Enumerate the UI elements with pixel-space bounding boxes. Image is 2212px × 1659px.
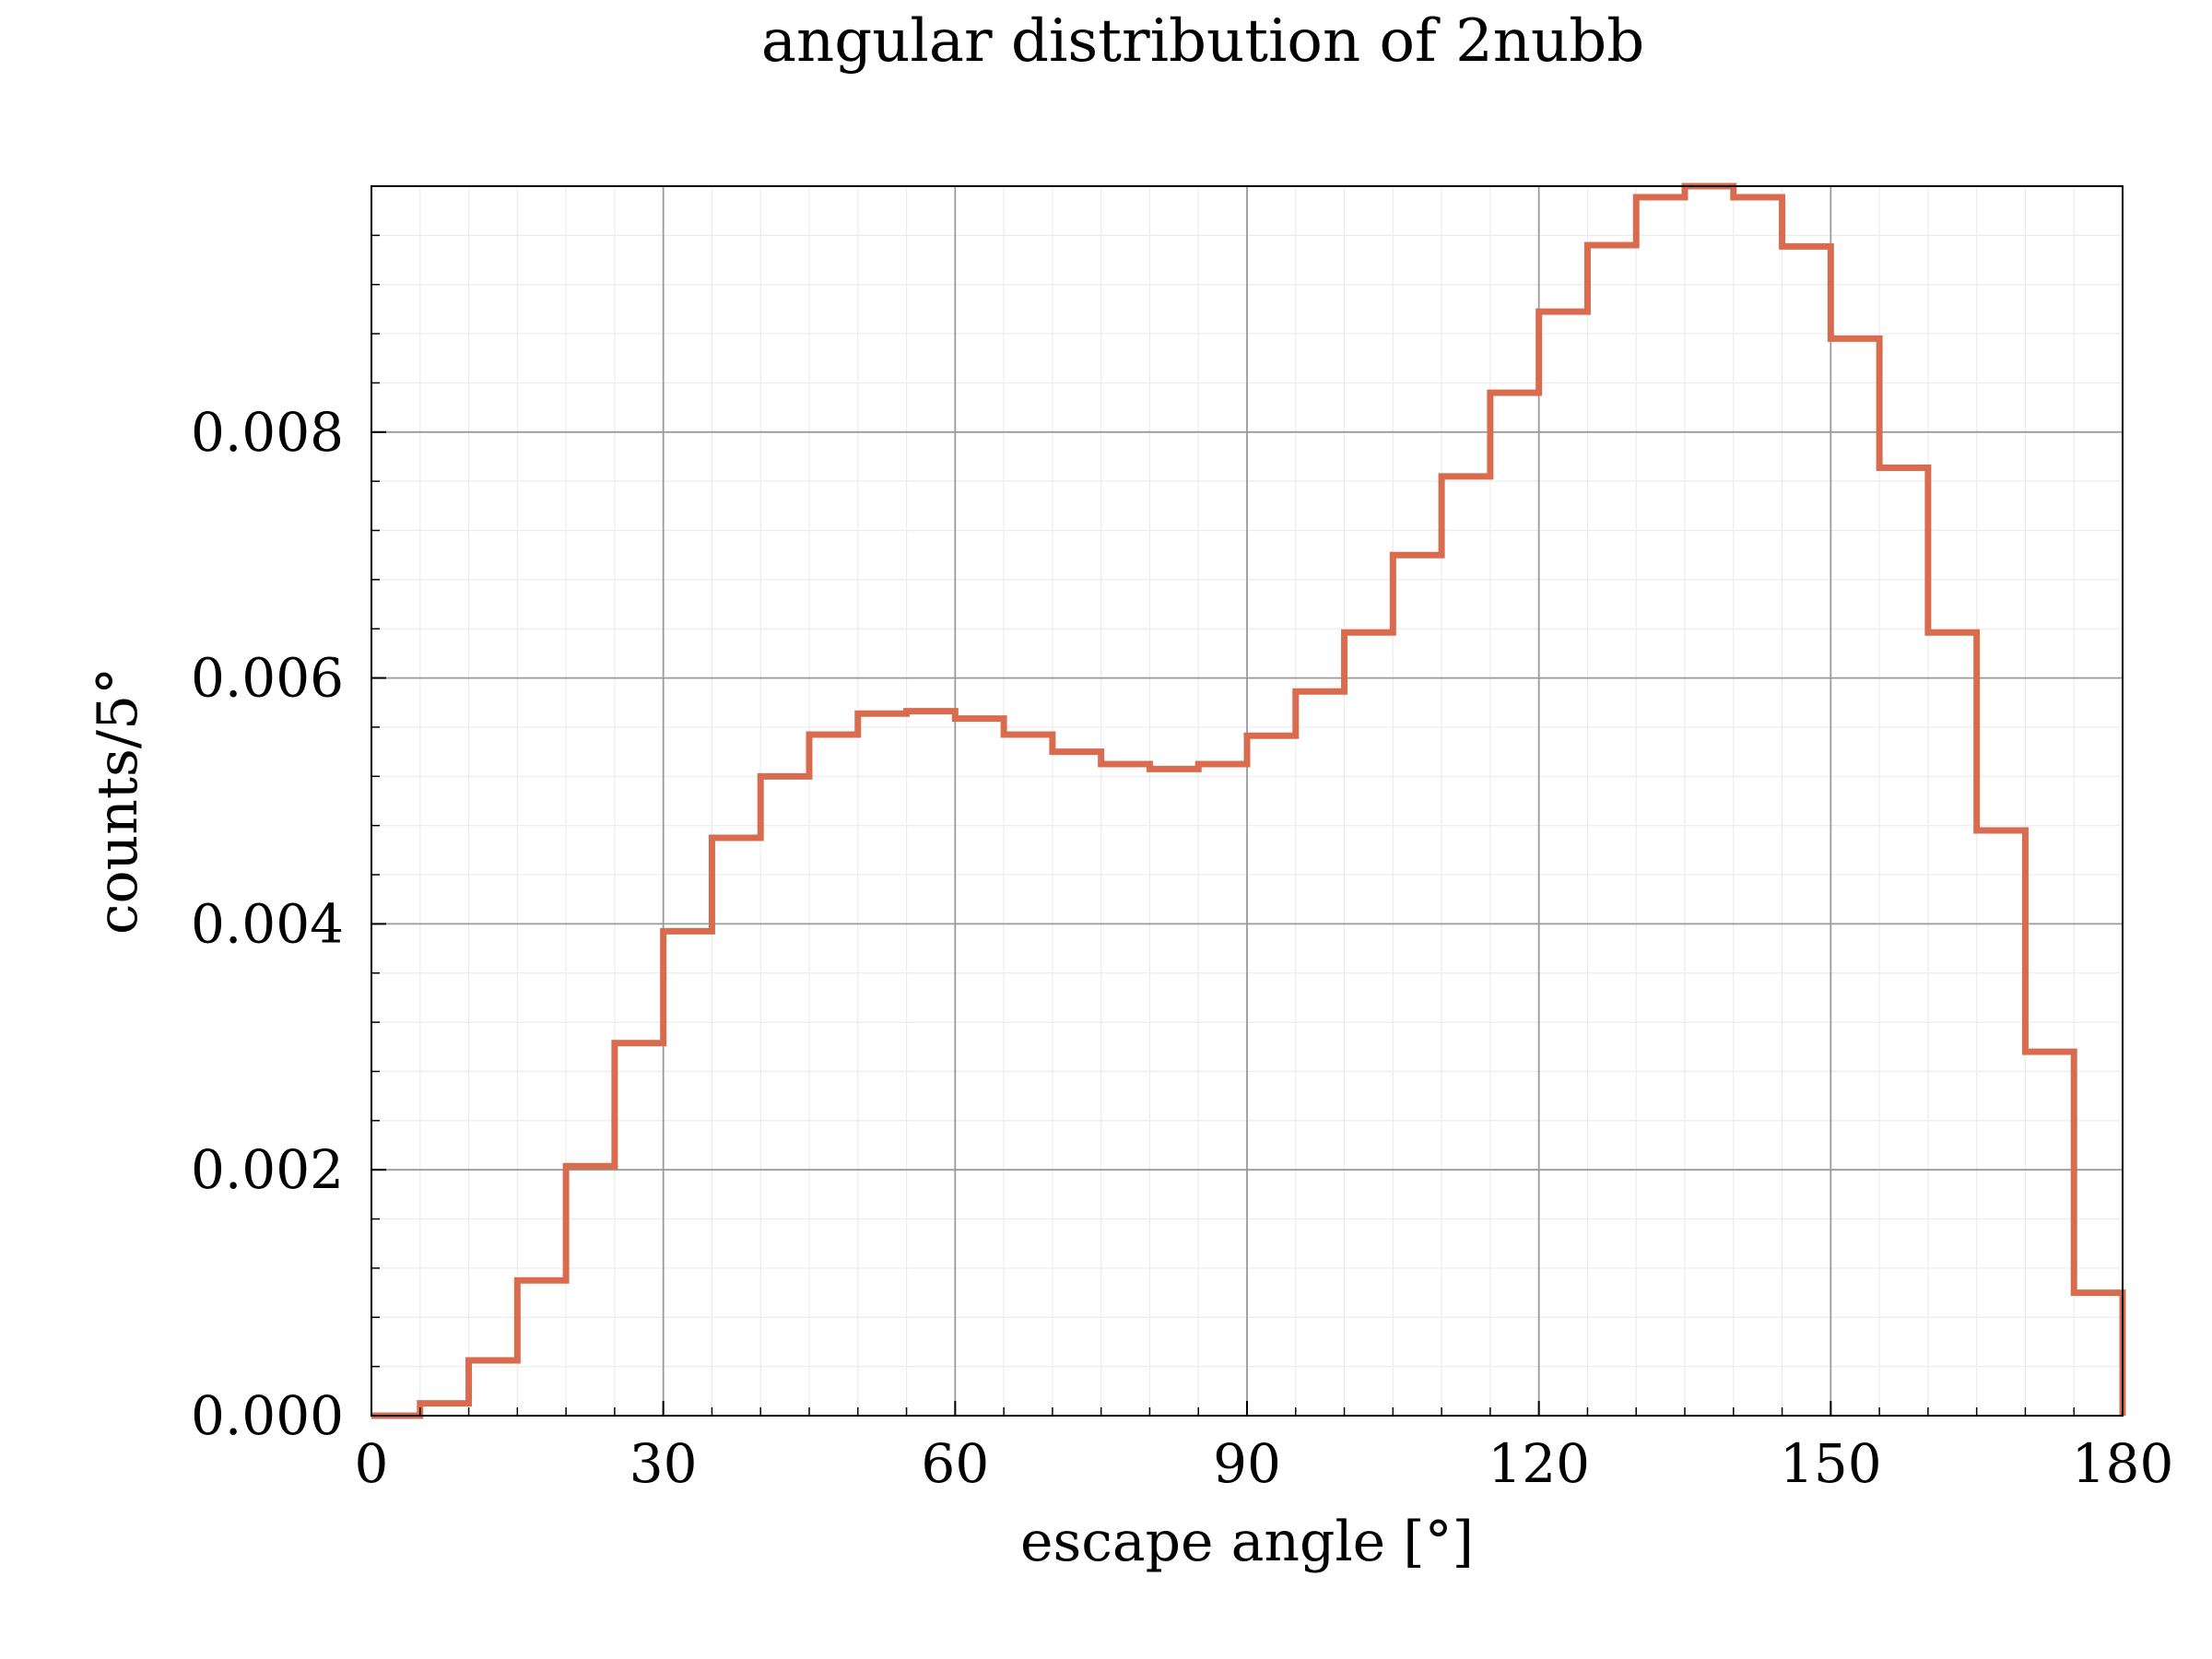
x-tick-label: 90 xyxy=(1213,1432,1281,1495)
histogram-step-line xyxy=(371,182,2126,1419)
y-axis-label: counts/5° xyxy=(86,667,150,935)
y-tick-label: 0.000 xyxy=(191,1384,344,1447)
major-grid xyxy=(371,186,2124,1417)
ticks-layer xyxy=(371,185,2124,1417)
y-tick-label: 0.008 xyxy=(191,401,344,464)
tick-labels: 0 30 60 90 120 150 180 0.000 0.002 0.004 0.006 0.00… xyxy=(191,401,2173,1495)
x-tick-label: 150 xyxy=(1780,1432,1882,1495)
x-tick-label: 180 xyxy=(2072,1432,2174,1495)
series-layer xyxy=(371,182,2126,1419)
x-tick-label: 0 xyxy=(355,1432,389,1495)
y-tick-label: 0.002 xyxy=(191,1138,344,1201)
x-tick-label: 30 xyxy=(629,1432,698,1495)
x-axis-label: escape angle [°] xyxy=(1020,1510,1474,1574)
chart-title: angular distribution of 2nubb xyxy=(761,7,1644,76)
x-tick-label: 120 xyxy=(1488,1432,1590,1495)
x-tick-label: 60 xyxy=(921,1432,989,1495)
y-tick-label: 0.006 xyxy=(191,647,344,710)
y-tick-label: 0.004 xyxy=(191,892,344,955)
